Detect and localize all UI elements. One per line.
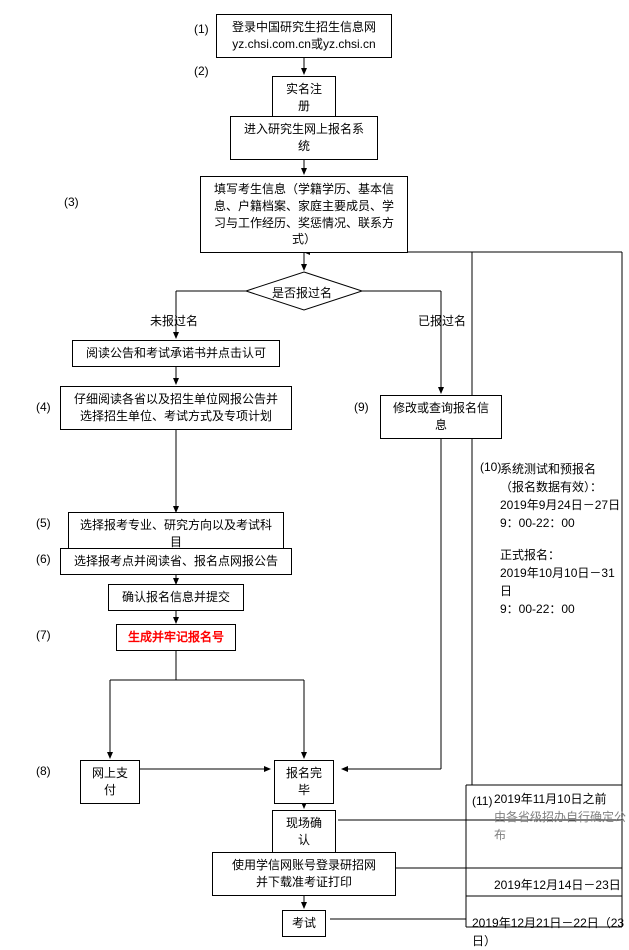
node-modify-query: 修改或查询报名信息 [380, 395, 502, 439]
annot-10: 系统测试和预报名 （报名数据有效）： 2019年9月24日－27日 9：00-2… [500, 460, 624, 618]
node-register: 实名注册 [272, 76, 336, 120]
step-1: (1) [194, 22, 209, 36]
step-5: (5) [36, 516, 51, 530]
node-confirm-submit: 确认报名信息并提交 [108, 584, 244, 611]
node-enter-system: 进入研究生网上报名系统 [230, 116, 378, 160]
node-print-ticket: 使用学信网账号登录研招网并下载准考证打印 [212, 852, 396, 896]
label-no: 未报过名 [150, 312, 198, 329]
step-9: (9) [354, 400, 369, 414]
text: 登录中国研究生招生信息网 [232, 20, 376, 34]
text: 9：00-22：00 [500, 514, 624, 532]
annot-11: 2019年11月10日之前 由各省级招办自行确定公布 [494, 790, 628, 844]
step-11: (11) [472, 794, 492, 808]
label-yes: 已报过名 [418, 312, 466, 329]
annot-12: 2019年12月14日－23日 [494, 876, 621, 894]
step-3: (3) [64, 195, 79, 209]
text: 使用学信网账号登录研招网 [232, 858, 376, 872]
text: 2019年10月10日－31日 [500, 564, 624, 600]
text: 由各省级招办自行确定公布 [494, 808, 628, 844]
text: 系统测试和预报名 [500, 460, 624, 478]
step-10: (10) [480, 460, 501, 474]
text: yz.chsi.com.cn或yz.chsi.cn [232, 37, 375, 51]
step-6: (6) [36, 552, 51, 566]
node-generate-id: 生成并牢记报名号 [116, 624, 236, 651]
annot-13: 2019年12月21日－22日（23日） [472, 914, 629, 950]
text: 2019年11月10日之前 [494, 790, 628, 808]
step-7: (7) [36, 628, 51, 642]
node-read-province: 仔细阅读各省以及招生单位网报公告并选择招生单位、考试方式及专项计划 [60, 386, 292, 430]
node-exam: 考试 [282, 910, 326, 937]
text: 正式报名： [500, 546, 624, 564]
text: 9：00-22：00 [500, 600, 624, 618]
step-2: (2) [194, 64, 209, 78]
node-login: 登录中国研究生招生信息网 yz.chsi.com.cn或yz.chsi.cn [216, 14, 392, 58]
node-pay: 网上支付 [80, 760, 140, 804]
node-select-site: 选择报考点并阅读省、报名点网报公告 [60, 548, 292, 575]
text: 2019年9月24日－27日 [500, 496, 624, 514]
node-onsite-confirm: 现场确认 [272, 810, 336, 854]
node-fill-info: 填写考生信息（学籍学历、基本信息、户籍档案、家庭主要成员、学习与工作经历、奖惩情… [200, 176, 408, 253]
node-complete: 报名完毕 [274, 760, 334, 804]
node-read-notice: 阅读公告和考试承诺书并点击认可 [72, 340, 280, 367]
text: 并下载准考证打印 [256, 875, 352, 889]
step-8: (8) [36, 764, 51, 778]
decision-text: 是否报过名 [272, 284, 332, 301]
step-4: (4) [36, 400, 51, 414]
text: （报名数据有效）： [500, 478, 624, 496]
